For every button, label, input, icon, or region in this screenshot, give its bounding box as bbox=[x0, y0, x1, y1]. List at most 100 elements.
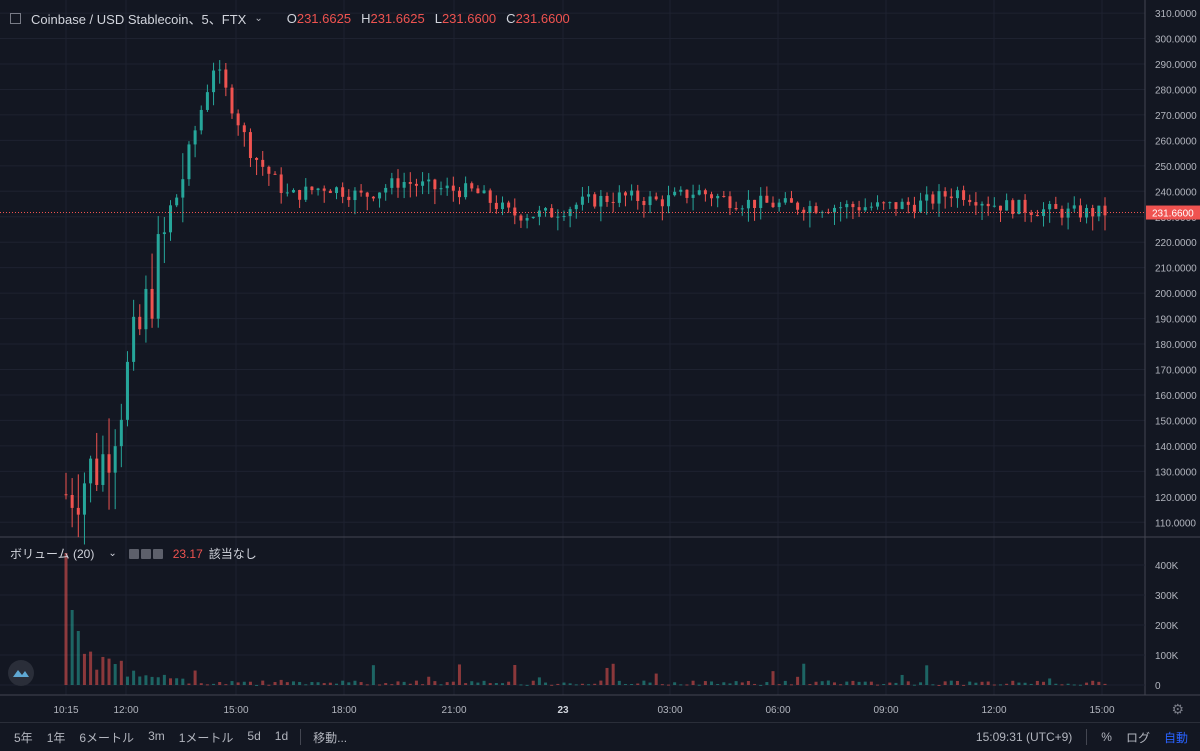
candle-body bbox=[199, 109, 203, 131]
auto-toggle[interactable]: 自動 bbox=[1163, 730, 1188, 745]
candle-body bbox=[556, 216, 560, 218]
tf-1y-button[interactable]: 1年 bbox=[46, 730, 66, 745]
candle-body bbox=[107, 454, 111, 473]
volume-bar bbox=[796, 676, 800, 685]
chevron-down-icon[interactable]: ⌄ bbox=[108, 548, 117, 559]
volume-bar bbox=[937, 684, 941, 686]
candle-body bbox=[734, 208, 738, 210]
candle-body bbox=[814, 206, 818, 213]
volume-bar bbox=[1066, 683, 1070, 685]
tf-1d-button[interactable]: 1d bbox=[274, 728, 289, 743]
volume-bar bbox=[89, 651, 93, 685]
close-icon[interactable] bbox=[152, 548, 163, 559]
tf-3m-button[interactable]: 3m bbox=[148, 728, 165, 743]
candle-body bbox=[894, 202, 898, 209]
candle-body bbox=[925, 194, 929, 201]
volume-bar bbox=[900, 674, 904, 685]
volume-bar bbox=[476, 682, 480, 685]
volume-bar bbox=[863, 681, 867, 685]
candlestick-chart[interactable]: 310.0000 300.0000 290.0000 280.0000 270.0000… bbox=[0, 0, 1200, 722]
price-tick-label: 130.0000 bbox=[1155, 467, 1197, 478]
volume-bar bbox=[181, 678, 185, 685]
candle-body bbox=[685, 189, 689, 198]
volume-bar bbox=[439, 684, 443, 686]
candle-body bbox=[439, 188, 443, 190]
volume-bar bbox=[205, 684, 209, 686]
candle-body bbox=[740, 208, 744, 210]
volume-bar bbox=[414, 680, 418, 685]
candle-body bbox=[476, 188, 480, 194]
volume-bar bbox=[310, 681, 314, 685]
volume-bar bbox=[1005, 683, 1009, 685]
candle-body bbox=[169, 205, 173, 233]
volume-bar bbox=[501, 683, 505, 685]
open-key: O bbox=[286, 11, 297, 26]
volume-bar bbox=[82, 653, 86, 685]
candle-body bbox=[710, 194, 714, 199]
candle-body bbox=[1042, 209, 1046, 216]
candle-body bbox=[796, 202, 800, 210]
time-tick-label: 03:00 bbox=[657, 705, 682, 716]
candle-body bbox=[808, 206, 812, 214]
price-tick-label: 110.0000 bbox=[1155, 518, 1196, 529]
candle-body bbox=[76, 507, 80, 515]
candle-body bbox=[937, 191, 941, 204]
tf-6m-button[interactable]: 6メートル bbox=[79, 730, 135, 745]
tf-5d-button[interactable]: 5d bbox=[247, 728, 261, 743]
price-tick-label: 140.0000 bbox=[1155, 442, 1197, 453]
volume-bar bbox=[574, 684, 578, 686]
volume-bar bbox=[955, 680, 959, 685]
candle-body bbox=[353, 190, 357, 201]
candle-body bbox=[876, 202, 880, 207]
divider bbox=[300, 729, 302, 745]
settings-icon[interactable] bbox=[140, 548, 151, 559]
volume-bar bbox=[236, 682, 240, 685]
volume-tick-label: 100K bbox=[1155, 651, 1179, 662]
volume-bar bbox=[777, 684, 781, 686]
volume-bar bbox=[605, 667, 609, 685]
volume-bar bbox=[421, 684, 425, 686]
candle-body bbox=[550, 208, 554, 218]
collapse-square-icon[interactable] bbox=[10, 13, 21, 24]
volume-bar bbox=[322, 683, 326, 685]
candle-body bbox=[488, 190, 492, 203]
volume-bar bbox=[199, 683, 203, 685]
candle-body bbox=[414, 183, 418, 186]
volume-bar bbox=[962, 684, 966, 686]
volume-bar bbox=[998, 684, 1002, 686]
percent-toggle[interactable]: % bbox=[1101, 730, 1112, 744]
volume-bar bbox=[906, 681, 910, 685]
volume-bar bbox=[273, 682, 277, 685]
tf-1m-button[interactable]: 1メートル bbox=[178, 730, 234, 745]
volume-bar bbox=[931, 684, 935, 686]
volume-bar bbox=[826, 680, 830, 685]
log-toggle[interactable]: ログ bbox=[1125, 730, 1150, 745]
volume-bar bbox=[224, 684, 228, 686]
eye-icon[interactable] bbox=[128, 548, 139, 559]
volume-bar bbox=[156, 677, 160, 685]
volume-bar bbox=[857, 681, 861, 685]
goto-button[interactable]: 移動... bbox=[313, 730, 348, 745]
gear-icon[interactable]: ⚙ bbox=[1171, 701, 1184, 717]
volume-bar bbox=[599, 680, 603, 685]
candle-body bbox=[365, 192, 369, 197]
volume-bar bbox=[974, 682, 978, 685]
tradingview-logo-icon[interactable] bbox=[8, 660, 34, 686]
price-tick-label: 300.0000 bbox=[1155, 35, 1197, 46]
symbol-title[interactable]: Coinbase / USD Stablecoin、5、FTX bbox=[31, 12, 247, 27]
chevron-down-icon[interactable]: ⌄ bbox=[254, 13, 263, 24]
candle-body bbox=[193, 130, 197, 145]
clock[interactable]: 15:09:31 (UTC+9) bbox=[975, 730, 1073, 744]
volume-bar bbox=[162, 674, 166, 685]
volume-bar bbox=[556, 683, 560, 685]
volume-bar bbox=[593, 683, 597, 685]
volume-bar bbox=[335, 683, 339, 685]
candle-body bbox=[587, 194, 591, 197]
volume-label[interactable]: ボリューム (20) bbox=[10, 547, 95, 561]
volume-bar bbox=[691, 680, 695, 685]
candle-body bbox=[507, 202, 511, 208]
volume-bar bbox=[949, 680, 953, 685]
candle-body bbox=[992, 205, 996, 207]
volume-status: 該当なし bbox=[208, 547, 257, 561]
tf-5y-button[interactable]: 5年 bbox=[14, 730, 33, 745]
